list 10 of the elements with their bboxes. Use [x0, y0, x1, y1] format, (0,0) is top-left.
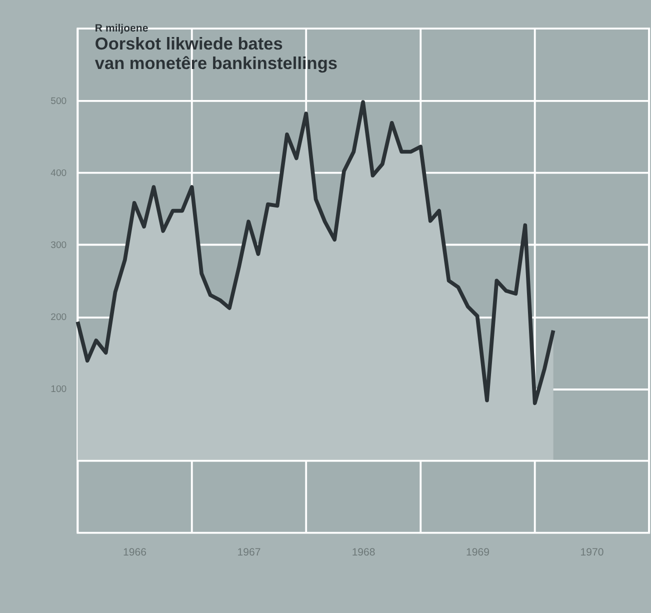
x-tick-label: 1969: [466, 546, 490, 558]
y-tick-label: 300: [50, 240, 67, 252]
y-tick-label: 100: [50, 384, 67, 396]
y-tick-label: 200: [50, 312, 67, 324]
x-tick-label: 1967: [237, 546, 261, 558]
x-tick-label: 1968: [352, 546, 376, 558]
y-tick-label: 400: [50, 168, 67, 179]
x-tick-label: 1966: [123, 546, 147, 558]
y-tick-label: 500: [50, 96, 67, 107]
x-tick-label: 1970: [580, 546, 604, 558]
